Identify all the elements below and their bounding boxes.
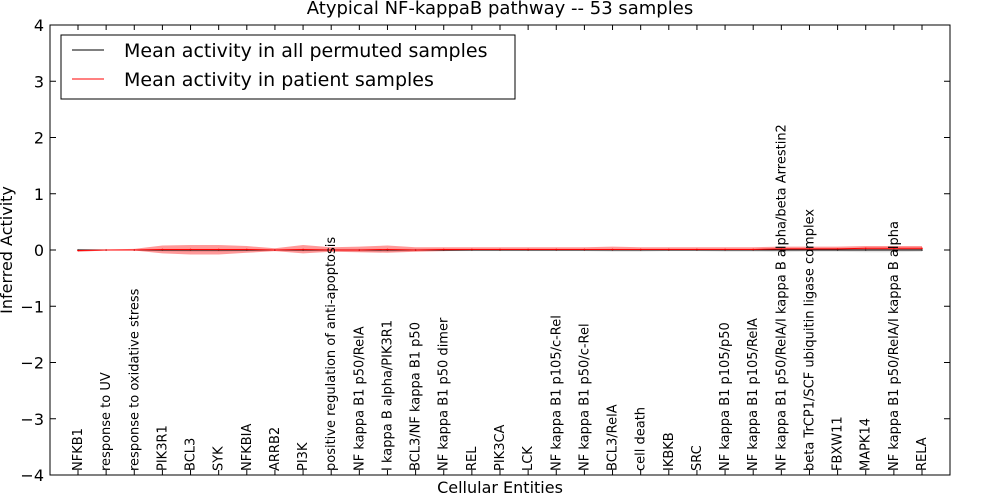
data-point-patient — [77, 249, 79, 252]
x-tick-label: NF kappa B1 p105/p50 — [718, 322, 733, 471]
x-tick-label: NF kappa B1 p50 dimer — [437, 317, 452, 471]
data-point-patient — [921, 247, 923, 250]
x-tick-label: cell death — [634, 407, 649, 471]
x-axis-label: Cellular Entities — [437, 478, 563, 497]
data-point-patient — [189, 248, 192, 251]
data-point-patient — [752, 248, 754, 251]
x-tick-label: SYK — [212, 446, 227, 471]
y-tick-label: 2 — [34, 129, 44, 148]
data-point-patient — [302, 248, 304, 251]
x-tick-label: FBXW11 — [831, 416, 846, 471]
data-point-patient — [864, 247, 867, 250]
data-point-patient — [105, 249, 107, 251]
x-tick-label: NF kappa B1 p105/RelA — [746, 318, 761, 471]
x-tick-label: PIK3R1 — [155, 425, 170, 471]
data-point-patient — [133, 249, 136, 251]
data-point-patient — [442, 248, 445, 251]
data-point-patient — [414, 249, 417, 251]
data-point-patient — [696, 248, 698, 251]
y-tick-label: −1 — [20, 297, 44, 316]
y-tick-label: −2 — [20, 354, 44, 373]
data-point-patient — [724, 248, 726, 251]
data-point-patient — [780, 248, 783, 250]
data-point-patient — [639, 248, 642, 251]
data-point-patient — [161, 248, 164, 251]
x-tick-label: LCK — [521, 446, 536, 471]
x-tick-label: RELA — [915, 437, 930, 471]
x-tick-label: NF kappa B1 p50/RelA/I kappa B alpha/bet… — [774, 124, 789, 471]
data-point-patient — [555, 248, 558, 251]
x-tick-label: PIK3CA — [493, 424, 508, 471]
data-point-patient — [808, 248, 811, 250]
y-tick-label: −3 — [20, 410, 44, 429]
legend: Mean activity in all permuted samples Me… — [60, 34, 516, 100]
data-point-patient — [246, 248, 248, 251]
x-tick-label: PI3K — [296, 442, 311, 471]
data-point-patient — [471, 248, 473, 251]
data-point-patient — [217, 248, 220, 251]
x-tick-label: response to UV — [99, 372, 114, 471]
y-tick-label: 0 — [34, 241, 44, 260]
y-axis-label: Inferred Activity — [0, 186, 16, 314]
data-point-permuted — [836, 249, 839, 251]
x-tick-label: beta TrCP1/SCF ubiquitin ligase complex — [802, 209, 817, 471]
data-point-patient — [893, 247, 895, 250]
x-tick-label: NF kappa B1 p50/c-Rel — [577, 323, 592, 471]
x-tick-label: REL — [465, 446, 480, 471]
data-point-permuted — [780, 249, 783, 251]
legend-label-patient: Mean activity in patient samples — [124, 69, 434, 91]
y-tick-label: 1 — [34, 185, 44, 204]
y-tick-label: 4 — [34, 16, 44, 35]
x-tick-label: BCL3 — [184, 438, 199, 471]
data-point-patient — [527, 248, 529, 251]
data-point-permuted — [808, 249, 811, 251]
data-point-permuted — [893, 249, 895, 251]
chart-title: Atypical NF-kappaB pathway -- 53 samples — [307, 0, 693, 19]
y-tick-label: −4 — [20, 466, 44, 485]
x-tick-label: BCL3/NF kappa B1 p50 — [409, 322, 424, 471]
x-tick-label: response to oxidative stress — [127, 288, 142, 471]
x-tick-label: SRC — [690, 445, 705, 471]
data-point-patient — [386, 248, 389, 251]
legend-label-permuted: Mean activity in all permuted samples — [124, 40, 487, 62]
x-tick-label: I kappa B alpha/PIK3R1 — [380, 320, 395, 471]
data-point-patient — [583, 248, 586, 251]
data-point-patient — [330, 249, 333, 251]
data-point-patient — [668, 248, 670, 251]
x-tick-label: NF kappa B1 p105/c-Rel — [549, 315, 564, 471]
x-tick-label: MAPK14 — [859, 418, 874, 471]
y-axis: −4 −3 −2 −1 0 1 2 3 4 — [20, 16, 950, 485]
x-tick-label: NFKB1 — [71, 428, 86, 471]
data-point-patient — [274, 249, 276, 251]
legend-box — [60, 34, 516, 100]
x-tick-label: NF kappa B1 p50/RelA — [352, 326, 367, 471]
data-point-patient — [499, 248, 501, 251]
x-tick-label: IKBKB — [662, 432, 677, 471]
data-points — [77, 247, 923, 252]
data-point-permuted — [921, 249, 923, 251]
data-point-patient — [836, 248, 839, 250]
x-tick-label: NF kappa B1 p50/RelA/I kappa B alpha — [887, 221, 902, 471]
data-point-permuted — [864, 249, 867, 251]
x-tick-label: positive regulation of anti-apoptosis — [324, 237, 339, 471]
data-point-patient — [358, 249, 361, 251]
x-tick-label: ARRB2 — [268, 427, 283, 471]
y-tick-label: 3 — [34, 72, 44, 91]
data-point-patient — [611, 248, 614, 251]
x-axis: NFKB1 response to UV response to oxidative… — [71, 25, 930, 475]
x-tick-label: BCL3/RelA — [606, 404, 621, 471]
x-tick-label: NFKBIA — [240, 424, 255, 471]
